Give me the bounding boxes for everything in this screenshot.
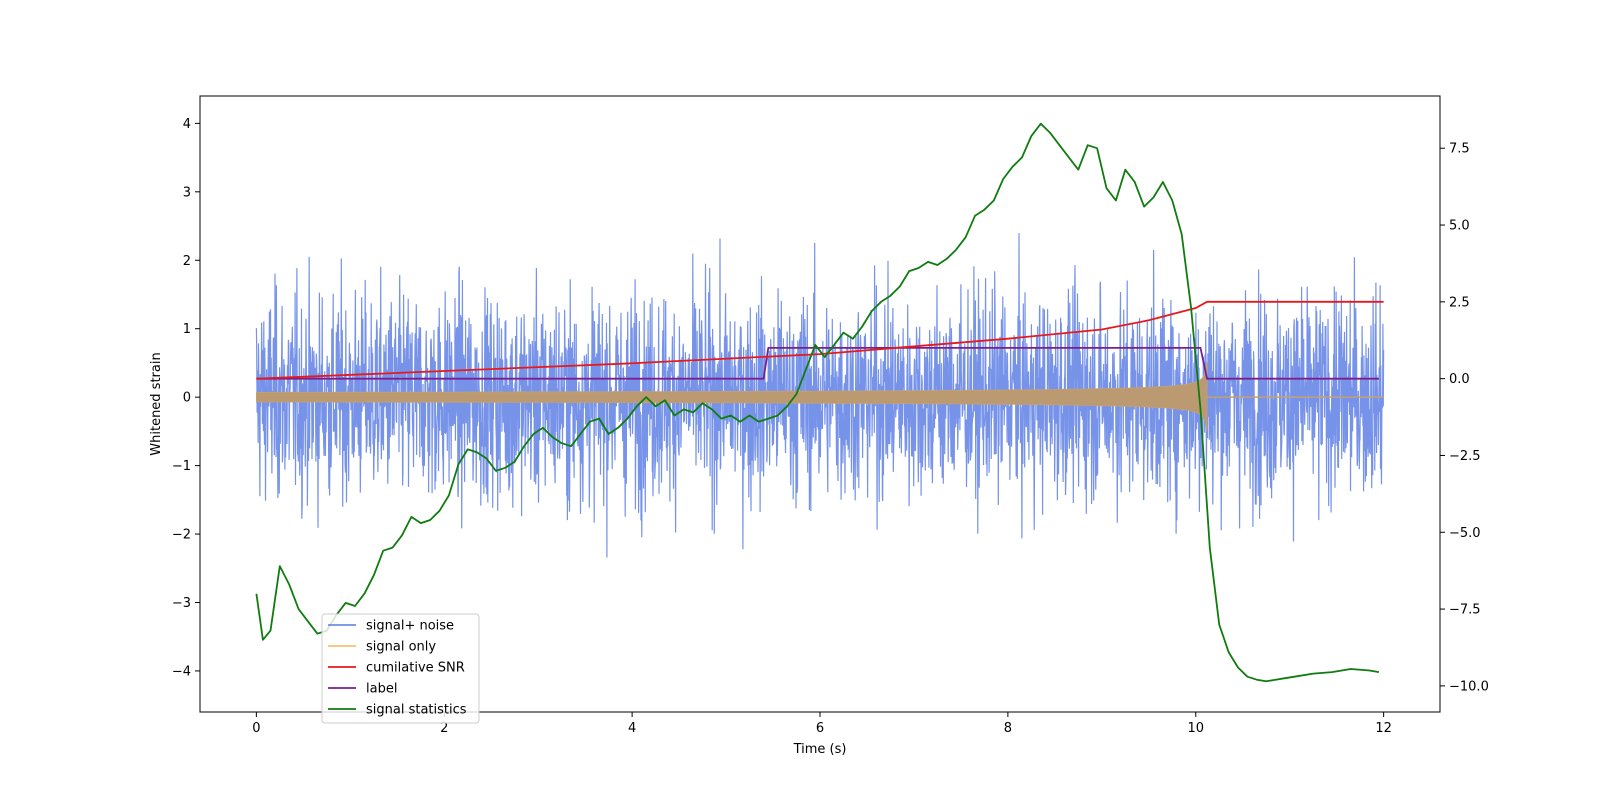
y2-tick-label: 7.5: [1449, 142, 1470, 157]
x-tick-label: 2: [440, 721, 448, 736]
x-tick-label: 0: [252, 721, 260, 736]
y-axis-left: −4 −3 −2 −1 0 1 2 3 4: [172, 117, 200, 679]
y-tick-label: −4: [172, 664, 191, 679]
y-tick-label: −2: [172, 528, 191, 543]
series-signal-only: [255, 362, 1208, 432]
y-tick-label: −3: [172, 596, 191, 611]
y-tick-label: −1: [172, 459, 191, 474]
x-tick-label: 6: [816, 721, 824, 736]
y2-tick-label: 5.0: [1449, 219, 1470, 234]
y2-tick-label: −10.0: [1449, 679, 1489, 694]
legend-entry-label: label: [366, 682, 397, 697]
legend-entry-label: signal only: [366, 640, 436, 655]
y-tick-label: 1: [183, 322, 191, 337]
y-tick-label: 3: [183, 185, 191, 200]
x-tick-label: 8: [1004, 721, 1012, 736]
y-axis-label: Whitened strain: [149, 352, 164, 455]
series-label: [256, 347, 1379, 380]
x-tick-label: 4: [628, 721, 636, 736]
x-tick-label: 10: [1187, 721, 1204, 736]
legend-entry-label: signal statistics: [366, 703, 467, 718]
y-tick-label: 0: [183, 391, 191, 406]
series-signal-statistics: [255, 122, 1380, 683]
legend: signal+ noise signal only cumilative SNR la…: [321, 613, 480, 724]
legend-entry-label: signal+ noise: [366, 619, 454, 634]
y2-tick-label: 2.5: [1449, 295, 1470, 310]
y2-tick-label: −7.5: [1449, 603, 1481, 618]
x-tick-label: 12: [1375, 721, 1392, 736]
y-tick-label: 4: [183, 117, 191, 132]
legend-box: [321, 613, 480, 724]
legend-entry-label: cumilative SNR: [366, 661, 465, 676]
y2-tick-label: 0.0: [1449, 372, 1470, 387]
series-cumulative-snr: [256, 300, 1384, 380]
plot-area: [255, 122, 1385, 683]
y2-tick-label: −2.5: [1449, 449, 1481, 464]
y-axis-right: −10.0 −7.5 −5.0 −2.5 0.0 2.5 5.0 7.5: [1440, 142, 1489, 694]
y-tick-label: 2: [183, 254, 191, 269]
x-axis-label: Time (s): [793, 742, 847, 757]
y2-tick-label: −5.0: [1449, 526, 1481, 541]
